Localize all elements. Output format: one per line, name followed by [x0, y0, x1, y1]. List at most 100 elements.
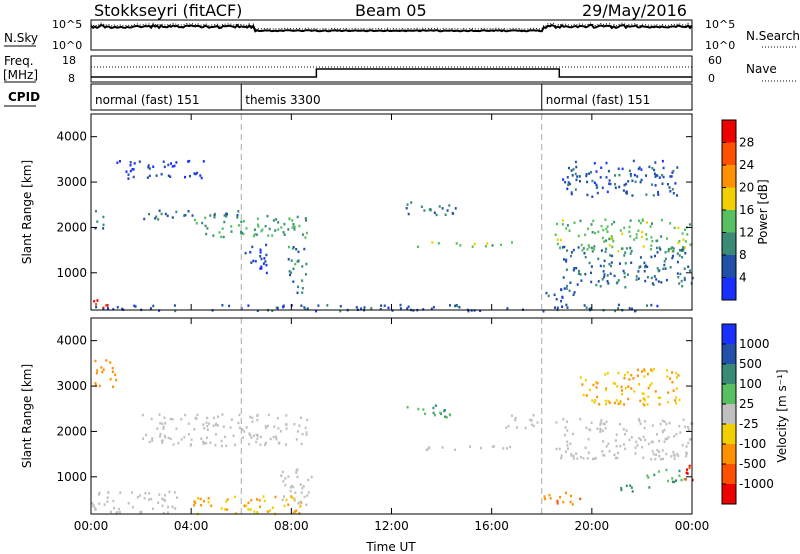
range-gate-cell [277, 442, 280, 445]
range-gate-cell [686, 468, 689, 471]
range-gate-cell [271, 234, 274, 237]
range-gate-cell [670, 175, 673, 178]
range-gate-cell [315, 309, 318, 313]
range-gate-cell [588, 388, 591, 392]
range-gate-cell [624, 374, 626, 377]
range-gate-cell [599, 285, 602, 288]
range-gate-cell [94, 227, 97, 230]
range-gate-cell [655, 246, 658, 250]
range-gate-cell [675, 396, 678, 399]
range-gate-cell [670, 455, 673, 458]
range-gate-cell [432, 306, 435, 309]
power-frame [90, 113, 693, 311]
range-gate-cell [162, 425, 165, 429]
range-gate-cell [239, 231, 242, 235]
range-gate-cell [660, 218, 663, 222]
date-title: 29/May/2016 [582, 1, 687, 20]
range-gate-cell [628, 307, 631, 310]
range-gate-cell [678, 398, 681, 402]
range-gate-cell [287, 503, 290, 506]
range-gate-cell [164, 436, 167, 439]
range-gate-cell [605, 403, 607, 406]
power-plot-area [91, 114, 692, 310]
range-gate-cell [633, 238, 636, 241]
range-gate-cell [172, 443, 175, 446]
range-gate-cell [459, 244, 462, 247]
range-gate-cell [646, 372, 649, 376]
nave-tick-bottom: 0 [708, 72, 715, 85]
range-gate-cell [615, 281, 618, 285]
range-gate-cell [241, 231, 243, 235]
range-gate-cell [667, 479, 670, 483]
range-gate-cell [598, 403, 601, 406]
range-gate-cell [683, 478, 686, 481]
range-gate-cell [593, 457, 596, 460]
range-gate-cell [607, 442, 610, 445]
range-gate-cell [207, 500, 210, 504]
range-gate-cell [255, 498, 258, 501]
colorbar-swatch [722, 142, 736, 165]
range-gate-cell [289, 489, 292, 493]
range-gate-cell [444, 415, 447, 418]
range-gate-cell [590, 280, 593, 284]
range-gate-cell [587, 451, 590, 454]
range-gate-cell [427, 447, 430, 450]
range-gate-cell [298, 224, 301, 228]
range-gate-cell [655, 174, 658, 177]
range-gate-cell [255, 433, 258, 437]
range-gate-cell [230, 230, 233, 233]
range-gate-cell [175, 427, 178, 430]
range-gate-cell [291, 219, 294, 222]
range-gate-cell [654, 184, 657, 187]
range-gate-cell [292, 280, 295, 283]
range-gate-cell [94, 359, 97, 363]
range-gate-cell [159, 432, 162, 436]
range-gate-cell [561, 305, 564, 308]
range-gate-cell [676, 194, 678, 197]
range-gate-cell [406, 406, 409, 409]
range-gate-cell [199, 503, 202, 507]
range-gate-cell [604, 218, 607, 221]
range-gate-cell [249, 508, 252, 511]
range-gate-cell [643, 269, 646, 273]
range-gate-cell [565, 491, 567, 495]
range-gate-cell [572, 168, 575, 171]
range-gate-cell [650, 440, 653, 444]
range-gate-cell [272, 435, 275, 439]
range-gate-cell [638, 383, 640, 386]
range-gate-cell [138, 494, 141, 497]
range-gate-cell [298, 512, 301, 515]
range-gate-cell [221, 227, 224, 230]
range-gate-cell [256, 309, 259, 312]
range-gate-cell [260, 257, 263, 261]
range-gate-cell [606, 230, 609, 233]
range-gate-cell [455, 242, 458, 245]
range-gate-cell [288, 270, 291, 273]
range-gate-cell [629, 252, 632, 255]
range-gate-cell [194, 218, 196, 222]
range-gate-cell [248, 442, 251, 446]
nsky-label: N.Sky [4, 31, 38, 45]
range-gate-cell [569, 500, 572, 504]
range-gate-cell [175, 161, 178, 164]
range-gate-cell [473, 242, 476, 246]
range-gate-cell [615, 399, 618, 402]
range-gate-cell [259, 435, 262, 439]
range-gate-cell [672, 169, 675, 173]
velocity-colorbar-label: Velocity [m s⁻¹] [775, 369, 789, 462]
range-gate-cell [652, 283, 655, 286]
range-gate-cell [281, 470, 284, 474]
range-gate-cell [652, 194, 655, 197]
range-gate-cell [674, 399, 677, 402]
colorbar-swatch [722, 444, 736, 464]
range-gate-cell [586, 193, 589, 197]
range-gate-cell [161, 439, 164, 442]
range-gate-cell [623, 272, 626, 275]
range-gate-cell [543, 495, 546, 498]
range-gate-cell [621, 167, 624, 171]
range-gate-cell [256, 418, 259, 422]
range-gate-cell [200, 437, 203, 440]
range-gate-cell [569, 442, 572, 445]
range-gate-cell [675, 479, 677, 482]
range-gate-cell [456, 304, 459, 308]
